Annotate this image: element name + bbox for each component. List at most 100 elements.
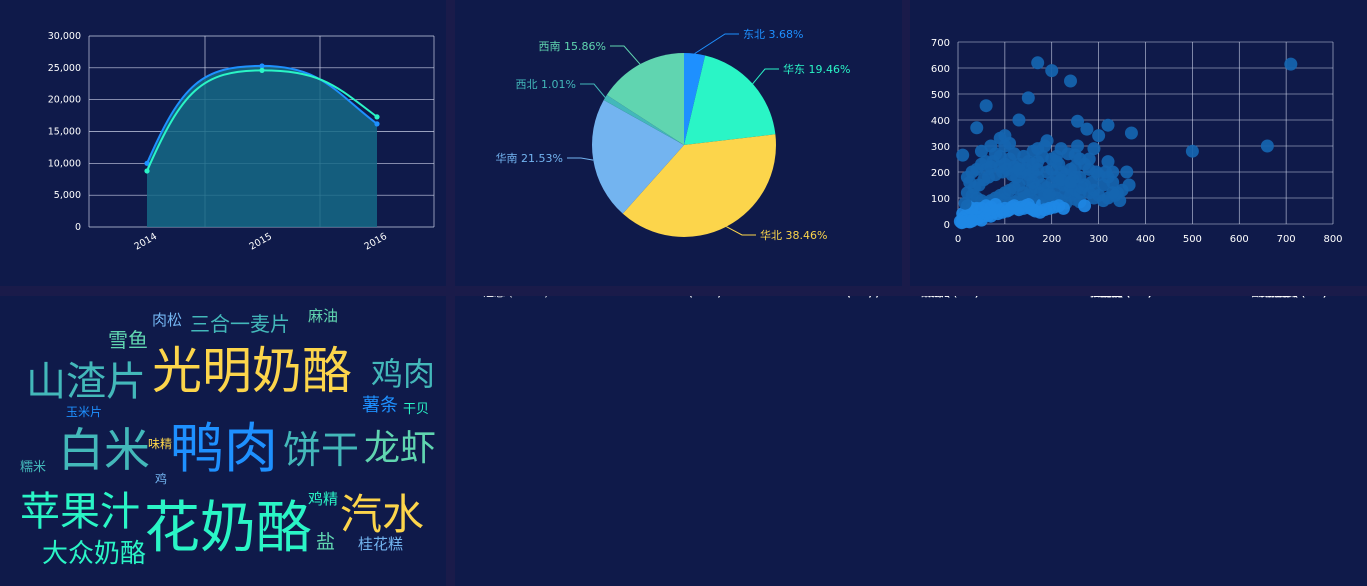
sankey-node-label: 2015 (49%) — [657, 296, 722, 299]
scatter-point — [1080, 122, 1094, 136]
sankey-node-label: 点心 (15%) — [1268, 296, 1327, 299]
sankey-node-label: 西南 (16%) — [920, 296, 979, 299]
word-cloud-word: 山渣片 — [26, 359, 146, 405]
word-cloud-word: 干贝 — [403, 402, 430, 417]
sankey-node-label: 秦皇岛 (4%) — [1089, 296, 1152, 299]
scatter-point — [1003, 136, 1017, 150]
scatter-chart-panel: 0 100 200 300 400 500 600 700 0 100 200 300 400 500 60… — [910, 0, 1367, 286]
word-cloud-word: 饼干 — [283, 428, 360, 472]
scatter-point — [979, 99, 993, 113]
y-tick-label: 700 — [931, 38, 950, 49]
x-tick-label: 200 — [1042, 234, 1061, 245]
word-cloud-word: 光明奶酪 — [152, 342, 352, 400]
x-tick-label: 500 — [1183, 234, 1202, 245]
word-cloud-word: 白米 — [58, 423, 150, 477]
sankey-node-label: 汇总 (100%) — [483, 296, 549, 299]
y-tick-label: 25,000 — [48, 63, 81, 74]
scatter-point — [1101, 118, 1115, 132]
scatter-point — [984, 160, 998, 174]
scatter-point — [1012, 113, 1026, 127]
pie-label: 华东 19.46% — [783, 62, 850, 76]
pie-label-line — [752, 68, 779, 85]
y-tick-label: 200 — [931, 168, 950, 179]
x-tick-label: 0 — [955, 234, 961, 245]
x-tick-label: 100 — [995, 234, 1014, 245]
sankey-node-label: 调味品 (10%) — [1257, 296, 1327, 299]
x-tick-label: 700 — [1277, 234, 1296, 245]
x-tick-label: 2015 — [248, 231, 274, 253]
scatter-point — [989, 198, 1002, 211]
scatter-point — [1092, 129, 1106, 143]
y-tick-label: 600 — [931, 64, 950, 75]
scatter-point — [1049, 149, 1063, 163]
pie-slice — [622, 134, 776, 237]
sankey-node-label: 饮料 (19%) — [1268, 296, 1327, 299]
y-tick-label: 10,000 — [48, 158, 81, 169]
scatter-point — [1106, 186, 1120, 200]
pie-label: 华北 38.46% — [760, 228, 827, 242]
sankey-node-label: 厦门 (1%) — [1100, 296, 1152, 299]
pie-chart-panel: 东北 3.68% 华东 19.46% 华北 38.46% 华南 21.53% 西北 1.… — [455, 0, 902, 286]
word-cloud-word: 鸡 — [155, 472, 168, 486]
pie-label-line — [726, 226, 756, 236]
sankey-node-label: 天连 (4%) — [1100, 296, 1152, 299]
pie-slice — [684, 55, 776, 145]
scatter-point — [1082, 162, 1096, 176]
sankey-node-label: 04 (12%) — [829, 296, 880, 299]
sankey-node-label: 12 (10%) — [829, 296, 880, 299]
y-tick-label: 30,000 — [48, 31, 81, 42]
scatter-point — [1087, 142, 1101, 156]
scatter-point — [1185, 144, 1199, 158]
word-cloud-word: 花奶酪 — [144, 496, 312, 561]
scatter-point — [1082, 152, 1096, 166]
pie-label: 西北 1.01% — [516, 78, 576, 91]
y-tick-label: 300 — [931, 142, 950, 153]
scatter-point — [1124, 126, 1138, 140]
word-cloud-word: 糯米 — [20, 460, 47, 475]
sankey-node-label: 09 (7%) — [829, 296, 873, 299]
sankey-node-label: 重庆 (16%) — [1093, 296, 1152, 299]
y-tick-label: 100 — [931, 194, 950, 205]
scatter-point — [970, 121, 984, 135]
series-area — [147, 65, 377, 227]
scatter-point — [1031, 162, 1045, 176]
x-tick-label: 2014 — [133, 231, 159, 253]
word-cloud-word: 鸭肉 — [170, 417, 278, 480]
word-cloud-word: 玉米片 — [66, 405, 103, 419]
sankey-node-label: 温州 (3%) — [1100, 296, 1152, 299]
word-cloud-word: 味精 — [148, 437, 173, 451]
sankey-node-label: 11 (7%) — [829, 296, 873, 299]
y-tick-label: 15,000 — [48, 127, 81, 138]
line-area-chart: 0 5,000 10,000 15,000 20,000 25,000 30,000 2014… — [48, 31, 435, 253]
scatter-point — [1040, 134, 1054, 148]
pie-slice — [606, 53, 684, 145]
sankey-node-label: 日用品 (18%) — [1257, 296, 1327, 299]
pie-label-line — [694, 33, 739, 55]
y-tick-label: 0 — [944, 220, 950, 231]
sankey-node-label: 谷类/麦片 (9%) — [1250, 296, 1327, 299]
scatter-point — [1120, 165, 1134, 179]
sankey-node-label: 肉/家禽 (8%) — [1261, 296, 1327, 299]
sankey-node-label: 深圳 (19%) — [1093, 296, 1152, 299]
pie-slice — [592, 100, 684, 214]
sankey-node-label: 东北 (4%) — [927, 296, 979, 299]
sankey-node-label: 天津 (26%) — [1093, 296, 1152, 299]
scatter-point — [1056, 201, 1070, 215]
sankey-chart: 汇总 (100%) 2014 (20%)2015 (49%)2016 (31%) 0… — [483, 296, 1327, 299]
sankey-node-label: 西安 (1%) — [1100, 296, 1152, 299]
sankey-node-label: 06 (3%) — [829, 296, 873, 299]
scatter-point — [1101, 155, 1115, 169]
sankey-node-label: 南昌 (2%) — [1100, 296, 1152, 299]
data-point — [144, 168, 150, 174]
sankey-node-label: 05 (5%) — [829, 296, 873, 299]
sankey-node-label: 青岛 (1%) — [1100, 296, 1152, 299]
scatter-point — [998, 157, 1012, 171]
pie-label: 华南 21.53% — [496, 151, 563, 165]
sankey-node-label: 01 (11%) — [829, 296, 880, 299]
scatter-point — [1017, 149, 1031, 163]
scatter-point — [974, 144, 988, 158]
y-tick-label: 20,000 — [48, 95, 81, 106]
scatter-point — [1045, 64, 1059, 78]
pie-chart: 东北 3.68% 华东 19.46% 华北 38.46% 华南 21.53% 西北 1.… — [496, 28, 851, 242]
word-cloud-panel: 光明奶酪 鸭肉 花奶酪 白米 山渣片 苹果汁 汽水 饼干 龙虾 鸡肉 大众奶酪 三合一麦片 雪鱼 肉松 麻油… — [0, 296, 446, 586]
